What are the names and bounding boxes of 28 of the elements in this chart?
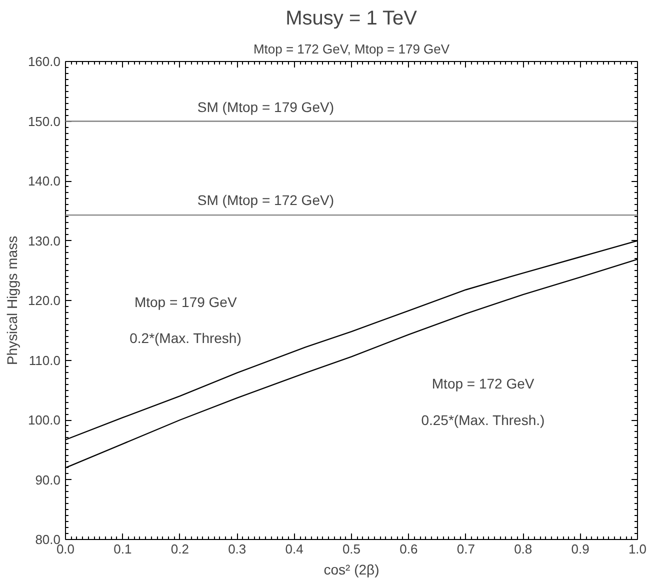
y-tick-label: 140.0	[28, 174, 61, 188]
y-tick-label: 160.0	[28, 54, 61, 69]
x-tick-label: 1.0	[628, 542, 647, 556]
annotation: 0.25*(Max. Thresh.)	[421, 412, 545, 428]
x-axis-title: cos² (2β)	[324, 562, 380, 578]
annotation: Mtop = 172 GeV	[432, 376, 535, 392]
chart-title: Msusy = 1 TeV	[286, 8, 418, 30]
x-tick-label: 0.5	[342, 542, 361, 556]
annotation: SM (Mtop = 179 GeV)	[197, 98, 334, 115]
x-tick-label: 0.6	[400, 542, 418, 556]
x-tick-label: 0.3	[228, 542, 246, 556]
chart-subtitle: Mtop = 172 GeV, Mtop = 179 GeV	[253, 42, 450, 56]
x-tick-label: 0.9	[571, 542, 590, 556]
y-tick-label: 130.0	[28, 233, 61, 248]
y-tick-label: 90.0	[35, 472, 61, 488]
annotation: Mtop = 179 GeV	[134, 294, 238, 310]
y-axis-title: Physical Higgs mass	[4, 236, 20, 366]
x-tick-label: 0.4	[285, 542, 304, 556]
annotation: SM (Mtop = 172 GeV)	[197, 192, 334, 208]
y-tick-label: 120.0	[28, 293, 61, 308]
annotation: 0.2*(Max. Thresh)	[130, 330, 242, 346]
x-tick-label: 0.2	[170, 542, 189, 556]
x-tick-label: 0.7	[456, 542, 475, 556]
y-tick-label: 100.0	[28, 412, 61, 428]
y-tick-label: 110.0	[28, 352, 61, 368]
x-tick-label: 0.8	[514, 542, 532, 556]
y-tick-label: 150.0	[28, 114, 61, 129]
x-tick-label: 0.1	[114, 542, 132, 556]
